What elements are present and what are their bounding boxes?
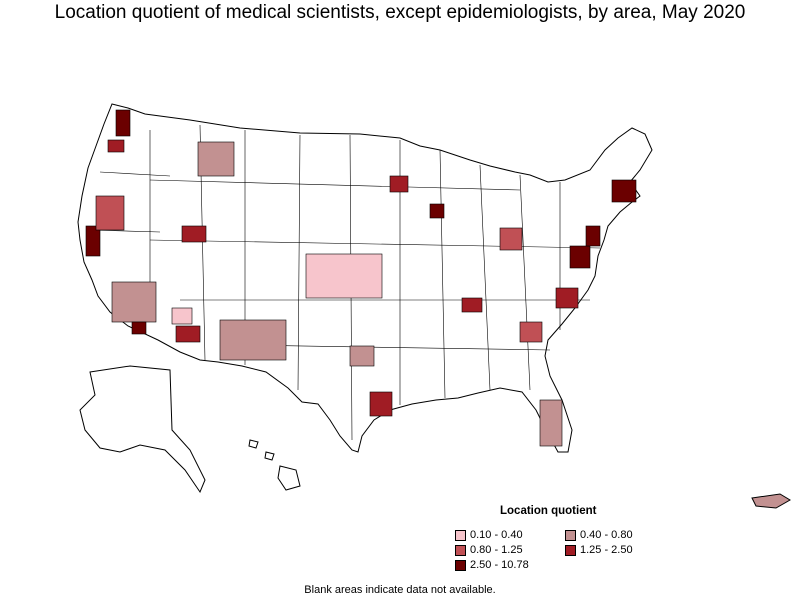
area-nc (555, 287, 579, 309)
area-georgia (519, 321, 543, 343)
area-phoenix (175, 325, 201, 343)
map-title: Location quotient of medical scientists,… (54, 2, 746, 23)
puerto-rico-outline (751, 493, 791, 509)
legend-item-4: 1.25 - 2.50 (565, 544, 675, 556)
area-nashville (461, 297, 483, 313)
area-florida (539, 399, 563, 447)
area-boston (611, 179, 637, 203)
legend-item-3: 0.80 - 1.25 (455, 544, 565, 556)
area-tucson (171, 307, 193, 325)
area-montana (197, 141, 235, 177)
area-kansas (305, 253, 383, 299)
legend-swatch (455, 559, 466, 571)
legend-swatch (455, 544, 466, 556)
alaska-outline (79, 365, 206, 494)
legend: Location quotient 0.10 - 0.40 0.40 - 0.8… (455, 505, 685, 571)
legend-title: Location quotient (500, 505, 597, 517)
legend-grid: 0.10 - 0.40 0.40 - 0.80 0.80 - 1.25 1.25… (455, 529, 685, 571)
footnote: Blank areas indicate data not available. (304, 584, 496, 596)
colored-areas (85, 109, 637, 447)
legend-item-1: 0.10 - 0.40 (455, 529, 565, 541)
area-seattle (115, 109, 131, 137)
area-dc (569, 245, 591, 269)
legend-label: 0.10 - 0.40 (470, 529, 523, 541)
area-denver (181, 225, 207, 243)
area-chicago (429, 203, 445, 219)
legend-label: 0.40 - 0.80 (580, 529, 633, 541)
legend-swatch (565, 544, 576, 556)
legend-label: 1.25 - 2.50 (580, 544, 633, 556)
legend-label: 0.80 - 1.25 (470, 544, 523, 556)
area-houston (369, 391, 393, 417)
legend-item-5: 2.50 - 10.78 (455, 559, 565, 571)
area-san-diego (131, 321, 147, 335)
legend-label: 2.50 - 10.78 (470, 559, 529, 571)
legend-swatch (455, 529, 466, 541)
area-portland (107, 139, 125, 153)
area-new-mexico (219, 319, 287, 361)
legend-swatch (565, 529, 576, 541)
area-bay-area (85, 225, 101, 257)
area-minneapolis (389, 175, 409, 193)
area-socal (111, 281, 157, 323)
area-sacramento (95, 195, 125, 231)
legend-item-2: 0.40 - 0.80 (565, 529, 675, 541)
hawaii-islands (248, 439, 301, 491)
area-ohio (499, 227, 523, 251)
area-texas-north (349, 345, 375, 367)
area-philly (585, 225, 601, 247)
